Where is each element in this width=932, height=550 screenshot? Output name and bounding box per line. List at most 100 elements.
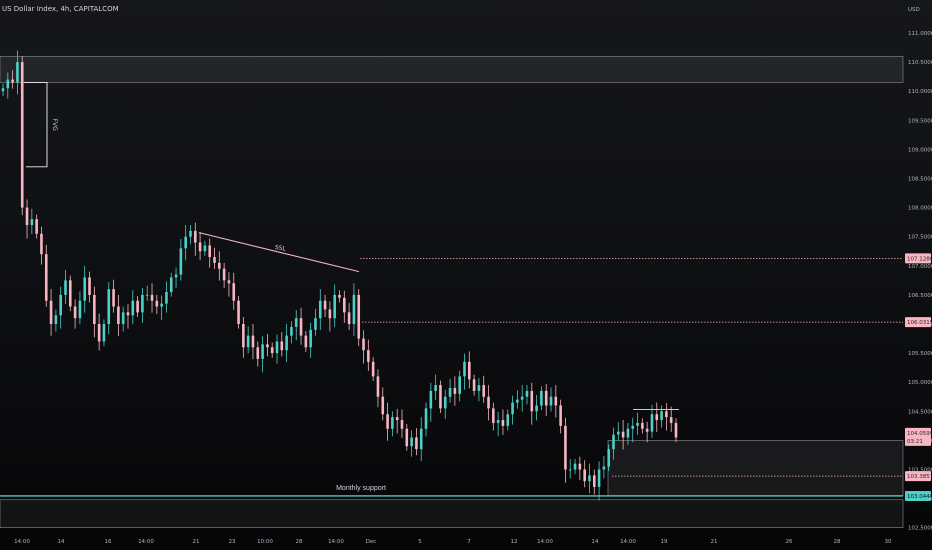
candle-body [1,88,5,92]
candle-body [520,396,524,400]
y-tick-label: 110.0000 [908,89,932,95]
candle-body [6,79,10,89]
candle-body [544,390,548,406]
price-tag-label: 107.1280 [907,256,932,262]
price-tag [905,490,931,501]
price-tag-label: 103.3857 [907,474,932,480]
candle-body [73,306,77,319]
candle-body [564,425,567,470]
candle-body [645,428,649,432]
candle-body [20,62,24,208]
x-tick-label: 7 [467,539,471,545]
x-tick-label: 19 [661,539,668,545]
candle-body [198,242,202,252]
candle-body [415,437,418,450]
candle-body [511,402,514,415]
x-tick-label: 12 [511,539,518,545]
candle-body [636,422,639,426]
price-tag-countdown: 03:21 [907,439,923,445]
x-tick-label: 14:00 [620,539,636,545]
candle-body [554,396,558,406]
candle-body [496,420,500,423]
candle-body [617,431,620,435]
candle-body [549,396,553,406]
candle-body [246,335,250,348]
candle-body [410,437,413,447]
candle-body [107,289,111,324]
candle-body [299,318,303,336]
y-tick-label: 107.5000 [908,235,932,241]
candle-body [525,390,529,397]
axis-unit: USD [908,7,920,13]
y-tick-label: 105.0000 [908,380,932,386]
candle-body [11,79,14,83]
fvg-bracket [24,82,48,168]
candle-body [227,280,231,284]
candle-body [376,376,380,397]
candle-body [237,300,240,324]
candle-body [612,434,615,450]
candle-body [607,449,610,467]
candle-body [242,324,245,348]
candle-body [102,324,106,342]
candle-body [477,385,481,391]
candle-body [371,361,375,377]
candle-body [294,318,298,327]
candle-body [660,411,663,421]
candle-body [347,312,351,324]
candle-body [285,335,288,351]
candle-body [602,466,606,470]
candle-body [429,390,433,409]
y-tick-label: 107.0000 [908,264,932,270]
candle-body [97,324,101,342]
candle-body [568,469,572,471]
candle-body [314,318,317,330]
candle-body [472,379,476,391]
candle-body [193,230,197,243]
candle-body [631,425,635,429]
candles-layer [1,50,678,501]
candle-body [352,294,356,324]
candle-body [145,294,149,296]
x-tick-label: 16 [105,539,112,545]
x-tick-label: 5 [418,539,422,545]
x-tick-label: 21 [711,539,718,545]
candle-body [280,341,284,351]
candle-body [381,396,385,415]
candle-body [338,294,341,298]
price-tag-label: 106.0319 [907,320,932,326]
candle-body [189,230,192,237]
candle-body [309,329,312,348]
x-tick-label: 14:00 [328,539,344,545]
y-tick-label: 105.5000 [908,351,932,357]
y-tick-label: 102.5000 [908,526,932,532]
candle-body [208,245,212,258]
candle-body [121,312,125,324]
x-tick-label: 14:00 [537,539,553,545]
y-tick-label: 108.5000 [908,177,932,183]
monthly-support-label: Monthly support [336,485,386,492]
price-axis: USD 111.0000 110.5000 110.0000 109.5000 109.0… [908,7,932,532]
candle-body [669,417,673,423]
candle-body [40,233,43,255]
candle-body [256,347,260,359]
candle-body [362,338,365,351]
candle-body [386,414,389,429]
candle-body [621,431,625,438]
x-tick-label: 28 [834,539,841,545]
y-tick-label: 103.5000 [908,468,932,474]
candle-body [424,408,428,429]
candle-body [54,315,58,324]
y-tick-label: 110.5000 [908,60,932,66]
candle-body [222,268,226,281]
candle-body [117,306,120,324]
candle-body [160,303,163,307]
candle-body [583,469,586,482]
candle-body [251,335,255,348]
candle-body [131,300,135,316]
candle-body [35,219,38,234]
y-tick-label: 104.5000 [908,409,932,415]
candle-body [69,280,72,307]
price-tag [905,317,931,328]
